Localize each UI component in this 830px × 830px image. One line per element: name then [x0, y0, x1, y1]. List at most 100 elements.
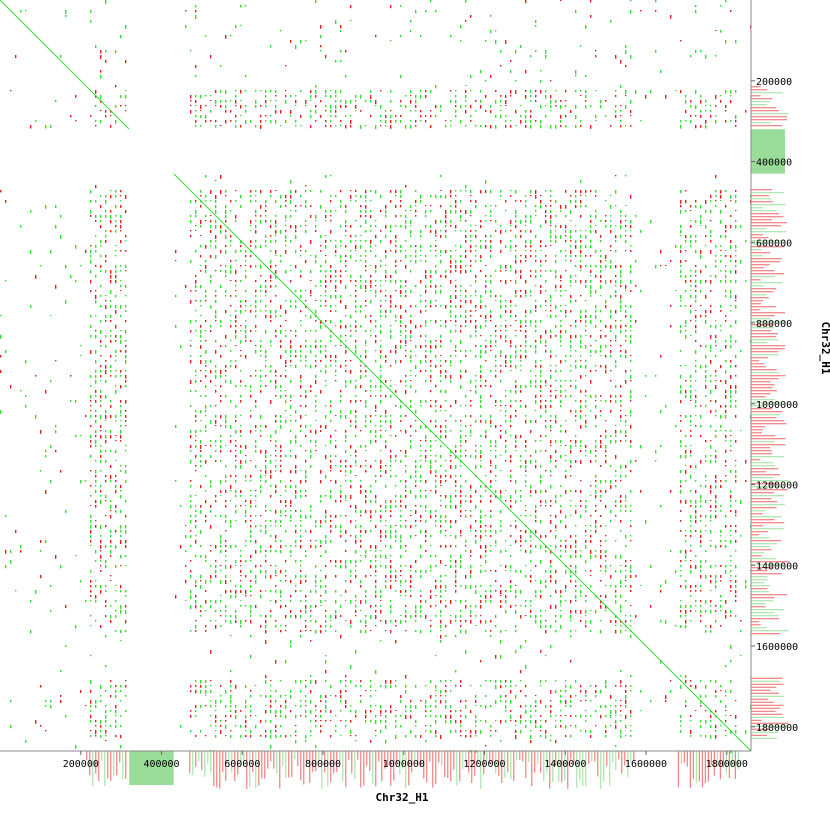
reverse-dot	[535, 100, 537, 102]
reverse-dot	[355, 475, 357, 476]
reverse-dot	[110, 375, 112, 377]
forward-dot	[45, 205, 47, 209]
reverse-dot	[115, 480, 117, 483]
forward-dot	[700, 560, 702, 564]
forward-dot	[490, 425, 492, 427]
forward-dot	[625, 475, 627, 478]
forward-dot	[560, 105, 562, 109]
reverse-dot	[530, 275, 532, 278]
reverse-dot	[390, 200, 392, 203]
forward-dot	[200, 305, 202, 307]
forward-dot	[360, 275, 362, 279]
reverse-dot	[210, 230, 212, 234]
reverse-dot	[505, 365, 507, 368]
forward-dot	[285, 300, 287, 302]
reverse-dot	[190, 560, 192, 562]
reverse-dot	[540, 270, 542, 272]
forward-dot	[450, 250, 452, 252]
reverse-dot	[125, 210, 127, 213]
forward-dot	[115, 195, 117, 198]
reverse-dot	[500, 430, 502, 432]
reverse-dot	[460, 325, 462, 328]
forward-dot	[230, 210, 232, 212]
forward-dot	[705, 455, 707, 458]
forward-dot	[710, 345, 712, 349]
forward-dot	[725, 270, 727, 273]
reverse-dot	[120, 435, 122, 439]
forward-dot	[410, 260, 412, 262]
reverse-dot	[720, 250, 722, 251]
forward-dot	[570, 500, 572, 502]
forward-dot	[675, 245, 677, 248]
reverse-dot	[235, 345, 237, 347]
forward-dot	[405, 220, 407, 224]
reverse-dot	[455, 350, 457, 352]
forward-dot	[435, 470, 437, 474]
forward-dot	[555, 100, 557, 103]
reverse-dot	[540, 290, 542, 294]
reverse-dot	[470, 315, 472, 317]
forward-dot	[475, 250, 477, 252]
forward-dot	[205, 295, 207, 298]
reverse-dot	[390, 500, 392, 503]
forward-dot	[565, 360, 567, 362]
reverse-dot	[520, 355, 522, 359]
reverse-dot	[620, 345, 622, 347]
forward-dot	[550, 270, 552, 272]
forward-dot	[470, 285, 472, 287]
reverse-dot	[525, 90, 527, 93]
reverse-dot	[95, 500, 97, 504]
forward-dot	[705, 55, 707, 59]
forward-dot	[380, 400, 382, 404]
forward-dot	[385, 565, 387, 569]
forward-dot	[465, 230, 467, 233]
reverse-dot	[490, 350, 492, 351]
forward-dot	[595, 250, 597, 253]
forward-dot	[125, 525, 127, 529]
reverse-dot	[685, 390, 687, 394]
forward-dot	[560, 385, 562, 388]
reverse-dot	[390, 515, 392, 518]
reverse-dot	[505, 200, 507, 203]
forward-dot	[455, 115, 457, 118]
reverse-dot	[380, 290, 382, 293]
forward-dot	[385, 120, 387, 124]
reverse-dot	[365, 305, 367, 307]
reverse-dot	[680, 510, 682, 512]
forward-dot	[590, 295, 592, 297]
reverse-dot	[345, 305, 347, 309]
reverse-dot	[500, 365, 502, 367]
forward-dot	[265, 285, 267, 289]
forward-dot	[445, 515, 447, 518]
forward-dot	[680, 245, 682, 249]
reverse-dot	[400, 505, 402, 508]
forward-dot	[585, 310, 587, 313]
forward-dot	[685, 530, 687, 532]
forward-dot	[195, 505, 197, 507]
reverse-dot	[455, 320, 457, 323]
reverse-dot	[110, 280, 112, 284]
forward-dot	[205, 260, 207, 263]
forward-dot	[505, 540, 507, 542]
forward-dot	[240, 205, 242, 208]
forward-dot	[335, 365, 337, 367]
forward-dot	[425, 310, 427, 312]
reverse-dot	[470, 105, 472, 109]
forward-dot	[680, 490, 682, 494]
forward-dot	[325, 540, 327, 544]
reverse-dot	[395, 215, 397, 218]
reverse-dot	[580, 250, 582, 254]
forward-dot	[680, 270, 682, 274]
forward-dot	[440, 175, 442, 178]
reverse-dot	[490, 465, 492, 467]
forward-dot	[5, 280, 7, 282]
reverse-dot	[525, 245, 527, 248]
forward-dot	[695, 235, 697, 238]
forward-dot	[330, 120, 332, 123]
reverse-dot	[580, 320, 582, 323]
forward-dot	[330, 90, 332, 92]
reverse-dot	[100, 365, 102, 368]
reverse-dot	[500, 370, 502, 373]
reverse-dot	[705, 280, 707, 283]
reverse-dot	[325, 125, 327, 128]
